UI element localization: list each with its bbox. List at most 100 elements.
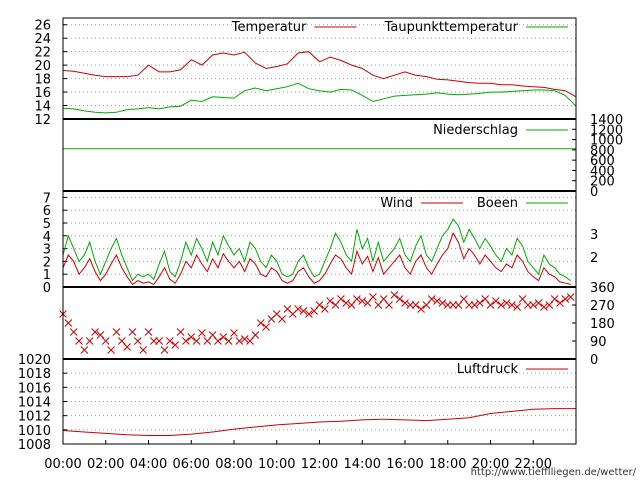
legend-label: Niederschlag [433, 123, 518, 138]
y-tick-label: 4 [43, 230, 51, 245]
x-tick-label: 22:00 [515, 457, 552, 472]
wind-direction-marker [502, 299, 511, 307]
wind-direction-marker [80, 346, 89, 354]
y2-tick-label: 200 [590, 175, 615, 190]
y-tick-label: 12 [34, 113, 51, 128]
wind-direction-marker [133, 337, 142, 345]
wind-direction-marker [235, 337, 244, 345]
legend-label: Boeen [477, 196, 518, 211]
y-tick-label: 16 [34, 86, 51, 101]
y-tick-label: 1016 [18, 381, 51, 396]
legend-label: Wind [380, 196, 413, 211]
y2-tick-label: 90 [590, 335, 607, 350]
x-tick-label: 18:00 [429, 457, 466, 472]
y-tick-label: 1018 [18, 367, 51, 382]
y2-tick-label: 3 [590, 228, 598, 243]
wind-direction-marker [358, 297, 367, 305]
wind-direction-marker [369, 293, 377, 301]
wind-direction-marker [112, 328, 121, 336]
y-tick-label: 1010 [18, 424, 51, 439]
y2-tick-label: 360 [590, 281, 615, 296]
wind-direction-marker [433, 297, 441, 305]
wind-direction-marker [299, 307, 308, 315]
wind-direction-marker [166, 337, 174, 345]
wind-direction-marker [294, 305, 302, 313]
wind-direction-marker [262, 323, 270, 331]
wind-direction-marker [123, 343, 131, 351]
wind-direction-marker [556, 299, 564, 307]
y2-tick-label: 800 [590, 144, 615, 159]
y-tick-label: 18 [34, 73, 51, 88]
y-tick-label: 1020 [18, 353, 51, 368]
legend-label: Taupunkttemperatur [384, 20, 519, 35]
y-tick-label: 5 [43, 217, 51, 232]
wind-direction-marker [192, 337, 201, 345]
wind-direction-marker [128, 328, 137, 336]
series-line-wind [62, 232, 571, 286]
y-tick-label: 14 [34, 100, 51, 115]
legend-label: Luftdruck [457, 362, 519, 377]
series-line-boeen [62, 218, 571, 282]
wind-direction-marker [187, 333, 196, 341]
wind-direction-marker [171, 341, 180, 349]
wind-direction-marker [427, 295, 436, 303]
wind-direction-marker [240, 335, 249, 343]
wind-direction-marker [251, 331, 260, 339]
y-tick-label: 3 [43, 243, 51, 258]
wind-direction-marker [315, 301, 324, 309]
wind-direction-marker [139, 346, 148, 354]
wind-direction-marker [550, 295, 559, 303]
wind-direction-marker [320, 305, 329, 313]
wind-direction-marker [278, 315, 286, 323]
y2-tick-label: 270 [590, 299, 615, 314]
wind-direction-marker [91, 328, 99, 336]
x-tick-label: 12:00 [301, 457, 338, 472]
y-tick-label: 1008 [18, 438, 51, 453]
y2-tick-label: 0 [590, 353, 598, 368]
y-tick-label: 1014 [18, 396, 51, 411]
wind-direction-marker [304, 310, 313, 318]
wind-direction-marker [475, 299, 484, 307]
wind-direction-marker [486, 301, 495, 309]
wind-direction-marker [411, 301, 420, 309]
wind-direction-marker [401, 299, 409, 307]
y2-tick-label: 180 [590, 317, 615, 332]
wind-direction-marker [155, 337, 164, 345]
wind-direction-marker [491, 297, 500, 305]
y2-tick-label: 0 [590, 185, 598, 200]
source-url: http://www.tiefflliegen.de/wetter/ [471, 467, 637, 478]
wind-direction-marker [513, 303, 522, 311]
wind-direction-marker [417, 305, 425, 313]
wind-direction-marker [219, 333, 228, 341]
wind-direction-marker [69, 328, 78, 336]
x-tick-label: 10:00 [258, 457, 295, 472]
y2-tick-label: 400 [590, 164, 615, 179]
wind-direction-marker [144, 328, 153, 336]
x-tick-label: 20:00 [472, 457, 509, 472]
y-tick-label: 7 [43, 191, 51, 206]
wind-direction-marker [64, 319, 73, 327]
wind-direction-marker [214, 337, 222, 345]
wind-direction-marker [101, 337, 110, 345]
wind-direction-marker [182, 337, 190, 345]
wind-direction-marker [497, 301, 506, 309]
x-tick-label: 16:00 [386, 457, 423, 472]
wind-direction-marker [198, 329, 206, 337]
y-tick-label: 24 [34, 32, 51, 47]
wind-direction-marker [540, 303, 548, 311]
x-tick-label: 00:00 [44, 457, 81, 472]
series-line-taupunkttemperatur [62, 82, 577, 114]
y2-tick-label: 600 [590, 154, 615, 169]
y-tick-label: 1012 [18, 410, 51, 425]
wind-direction-marker [326, 297, 335, 305]
series-line-luftdruck [62, 408, 576, 436]
wind-direction-marker [256, 319, 265, 327]
wind-direction-marker [534, 299, 543, 307]
wind-direction-marker [529, 301, 538, 309]
wind-direction-marker [353, 295, 361, 303]
wind-direction-marker [566, 293, 575, 301]
series-line-temperatur [62, 51, 577, 98]
wind-direction-marker [470, 301, 479, 309]
y-tick-label: 1 [43, 268, 51, 283]
